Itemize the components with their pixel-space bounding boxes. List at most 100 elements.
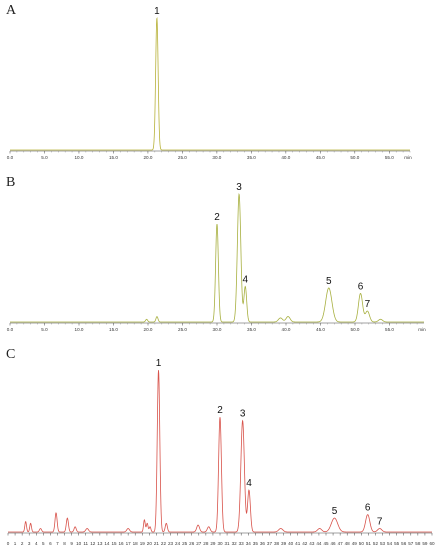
chromatogram-panel-b: B 0.0 5.0 10.0 15.0 20.0 25.0 30.0 35.0 40.0 45.0… (6, 175, 426, 332)
x-tick-label: 44 (316, 541, 322, 546)
x-tick-label: 26 (189, 541, 195, 546)
x-tick-label: 2 (21, 541, 24, 546)
peak-label: 1 (154, 6, 160, 17)
x-tick-label: 58 (415, 541, 421, 546)
x-tick-label: 16 (119, 541, 125, 546)
peak-label: 3 (240, 409, 246, 420)
x-tick-label: 19 (140, 541, 146, 546)
panel-b-tick-marks (9, 323, 418, 326)
x-tick-label: 25.0 (178, 155, 187, 160)
x-tick-label: 22 (161, 541, 167, 546)
peak-label: 1 (156, 358, 162, 369)
panel-c-tick-labels: 0 1 2 3 4 5 6 7 8 9 10 11 12 13 14 15 16 17 18 19 20 21 22 23 24… (7, 541, 435, 546)
x-tick-label: 28 (203, 541, 209, 546)
x-tick-label: 43 (309, 541, 315, 546)
x-tick-label: 0.0 (7, 327, 14, 332)
x-tick-label: 17 (126, 541, 132, 546)
x-tick-label: 20.0 (143, 155, 152, 160)
peak-label: 7 (365, 299, 371, 310)
x-tick-label: 24 (175, 541, 181, 546)
x-tick-label: 48 (345, 541, 351, 546)
x-tick-label: 55 (394, 541, 400, 546)
x-tick-label: 49 (352, 541, 358, 546)
x-tick-label: 5 (42, 541, 45, 546)
x-tick-label: 30.0 (212, 155, 221, 160)
x-tick-label: 25.0 (178, 327, 187, 332)
peak-label: 6 (358, 281, 364, 292)
x-tick-label: 0.0 (7, 155, 14, 160)
panel-a-peak-labels: 1 (154, 6, 160, 17)
x-tick-label: 55.0 (385, 155, 394, 160)
x-tick-label: 59 (422, 541, 428, 546)
x-tick-label: 31 (225, 541, 231, 546)
x-tick-label: 38 (274, 541, 280, 546)
x-tick-label: 53 (380, 541, 386, 546)
x-tick-label: 50.0 (351, 327, 360, 332)
panel-c-trace (8, 370, 432, 533)
peak-label: 5 (326, 276, 332, 287)
x-tick-label: 15.0 (109, 327, 118, 332)
x-tick-label: 45.0 (316, 155, 325, 160)
x-tick-label: 33 (239, 541, 245, 546)
x-tick-label: 35.0 (247, 327, 256, 332)
peak-label: 7 (377, 517, 383, 528)
x-tick-label: 0 (7, 541, 10, 546)
x-tick-label: 1 (14, 541, 17, 546)
panel-b-x-unit: min (418, 327, 426, 332)
x-tick-label: 32 (232, 541, 238, 546)
x-tick-label: 23 (168, 541, 174, 546)
x-tick-label: 12 (90, 541, 96, 546)
x-tick-label: 13 (97, 541, 103, 546)
peak-label: 4 (243, 274, 249, 285)
x-tick-label: 15.0 (109, 155, 118, 160)
x-tick-label: 46 (331, 541, 337, 546)
x-tick-label: 40.0 (282, 327, 291, 332)
chromatogram-panel-c: C 0 1 2 3 4 5 6 7 8 9 10 11 12 13 14 15 16 17 18 19 20 21 22 23… (6, 347, 435, 546)
x-tick-label: 39 (281, 541, 287, 546)
panel-b-peak-labels: 2 3 4 5 67 (214, 182, 370, 310)
x-tick-label: 50 (359, 541, 365, 546)
peak-label: 5 (332, 506, 338, 517)
panel-label-c: C (6, 347, 15, 362)
x-tick-label: 18 (133, 541, 139, 546)
x-tick-label: 3 (28, 541, 31, 546)
x-tick-label: 51 (366, 541, 372, 546)
x-tick-label: 40 (288, 541, 294, 546)
x-tick-label: 45 (323, 541, 329, 546)
x-tick-label: 37 (267, 541, 273, 546)
peak-label: 4 (246, 478, 252, 489)
peak-label: 2 (214, 212, 220, 223)
x-tick-label: 10.0 (74, 155, 83, 160)
x-tick-label: 36 (260, 541, 266, 546)
panel-c-peak-labels: 1 2 3 4 5 67 (156, 358, 383, 527)
x-tick-label: 20.0 (144, 327, 153, 332)
x-tick-label: 25 (182, 541, 188, 546)
peak-label: 6 (365, 503, 371, 514)
x-tick-label: 6 (49, 541, 52, 546)
panel-label-b: B (6, 175, 15, 190)
x-tick-label: 10 (76, 541, 82, 546)
x-tick-label: 50.0 (350, 155, 359, 160)
panel-a-x-unit: min (404, 155, 412, 160)
panel-b-tick-labels: 0.0 5.0 10.0 15.0 20.0 25.0 30.0 35.0 40.0 45.0 50… (7, 327, 395, 332)
x-tick-label: 27 (196, 541, 202, 546)
chromatogram-panel-a: A 0.0 5.0 10.0 15.0 20.0 25.0 30.0 35.0 40.0 45.0… (6, 3, 412, 160)
x-tick-label: 30 (217, 541, 223, 546)
panel-label-a: A (6, 3, 17, 18)
x-tick-label: 14 (104, 541, 110, 546)
peak-label: 3 (236, 182, 242, 193)
x-tick-label: 47 (338, 541, 344, 546)
x-tick-label: 35 (253, 541, 259, 546)
x-tick-label: 29 (210, 541, 216, 546)
x-tick-label: 7 (56, 541, 59, 546)
x-tick-label: 60 (429, 541, 435, 546)
x-tick-label: 20 (147, 541, 153, 546)
x-tick-label: 8 (63, 541, 66, 546)
x-tick-label: 40.0 (281, 155, 290, 160)
x-tick-label: 54 (387, 541, 393, 546)
panel-b-trace (10, 193, 424, 323)
panel-a-tick-marks (9, 151, 411, 154)
x-tick-label: 45.0 (316, 327, 325, 332)
peak-label: 2 (217, 405, 223, 416)
